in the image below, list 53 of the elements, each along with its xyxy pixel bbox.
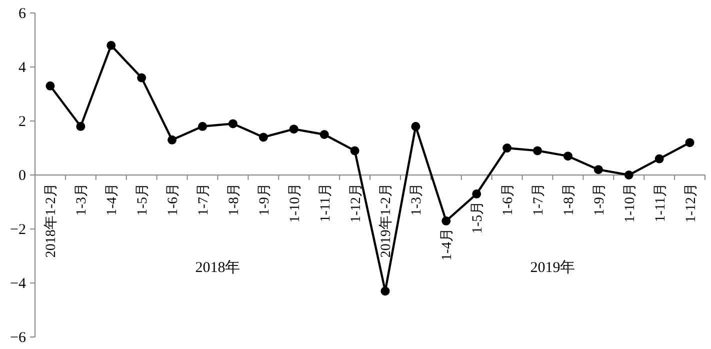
x-tick-label: 1-9月 bbox=[592, 183, 608, 216]
point bbox=[76, 122, 86, 131]
point bbox=[380, 286, 390, 296]
y-tick-label: 0 bbox=[18, 168, 26, 184]
point bbox=[502, 144, 512, 152]
point bbox=[685, 138, 694, 148]
y-tick-label: 6 bbox=[18, 6, 26, 22]
x-tick-label: 1-10月 bbox=[622, 183, 638, 223]
point bbox=[654, 154, 664, 164]
point bbox=[624, 170, 634, 180]
x-tick-label: 1-7月 bbox=[532, 183, 546, 216]
x-tick-label: 1-12月 bbox=[684, 183, 699, 223]
x-tick-label: 1-6月 bbox=[166, 183, 182, 216]
point bbox=[350, 146, 360, 156]
x-tick-label: 2018年1-2月 bbox=[43, 183, 60, 258]
point bbox=[411, 122, 420, 131]
x-tick-label: 1-5月 bbox=[470, 200, 486, 234]
point bbox=[472, 189, 482, 198]
x-tick-label: 1-7月 bbox=[196, 183, 212, 216]
y-tick-label: 4 bbox=[18, 60, 26, 76]
point bbox=[533, 146, 542, 156]
point bbox=[228, 119, 238, 128]
y-tick-label: 2 bbox=[18, 114, 26, 130]
x-tick-label: 1-10月 bbox=[288, 183, 303, 223]
y-tick-label: −2 bbox=[10, 222, 26, 238]
x-tick-label: 1-11月 bbox=[318, 183, 334, 222]
point bbox=[289, 124, 298, 134]
point bbox=[563, 152, 572, 161]
y-tick-label: −6 bbox=[10, 330, 26, 346]
x-tick-label: 1-4月 bbox=[440, 228, 456, 261]
point bbox=[198, 122, 207, 131]
point bbox=[168, 135, 177, 144]
point bbox=[46, 81, 55, 90]
x-tick-label: 1-8月 bbox=[562, 183, 577, 216]
x-tick-label: 1-12月 bbox=[348, 183, 364, 223]
x-tick-label: 1-6月 bbox=[501, 183, 516, 216]
point bbox=[137, 73, 146, 82]
x-tick-label: 1-5月 bbox=[136, 183, 151, 216]
x-tick-label: 1-11月 bbox=[653, 183, 668, 222]
point bbox=[106, 40, 116, 50]
point bbox=[320, 130, 329, 139]
x-tick-label: 1-3月 bbox=[74, 183, 90, 216]
point bbox=[258, 132, 268, 142]
x-tick-label: 1-9月 bbox=[257, 183, 272, 216]
annotation: 2018年 bbox=[195, 259, 240, 276]
y-tick-label: −4 bbox=[10, 276, 26, 292]
x-tick-label: 1-4月 bbox=[105, 183, 120, 216]
point bbox=[442, 216, 451, 226]
x-tick-label: 1-8月 bbox=[226, 183, 242, 216]
annotation: 2019年 bbox=[530, 259, 576, 276]
x-tick-label: 2019年1-2月 bbox=[378, 183, 394, 258]
x-tick-label: 1-3月 bbox=[410, 183, 425, 216]
point bbox=[594, 165, 603, 174]
